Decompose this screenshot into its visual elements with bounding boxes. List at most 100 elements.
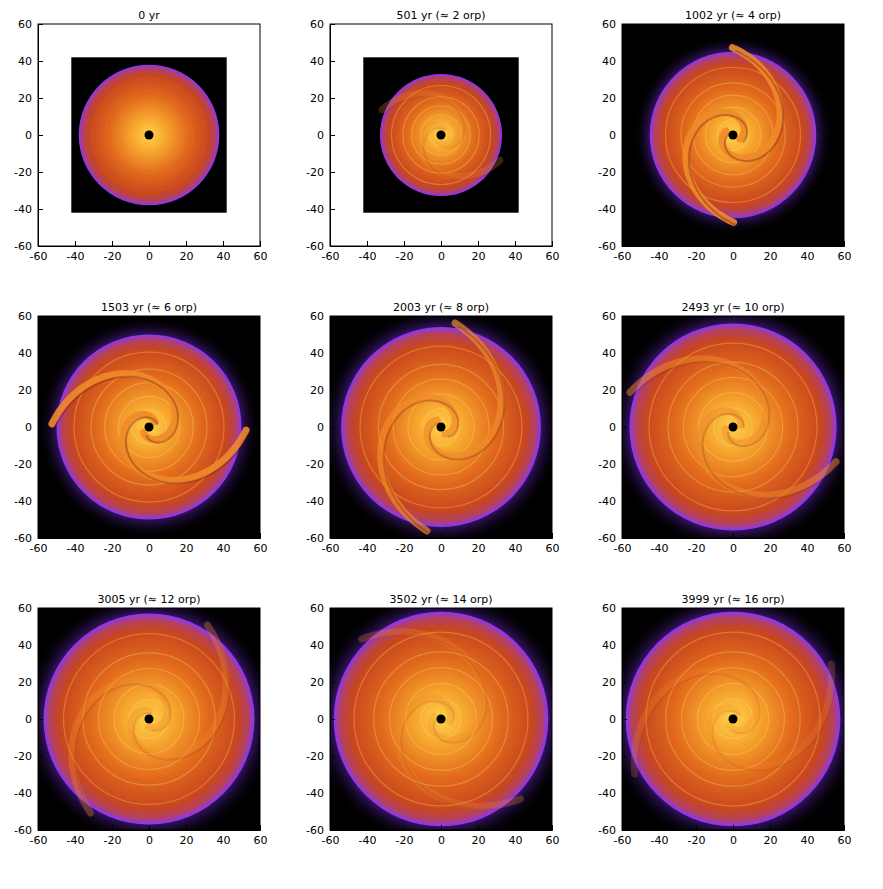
ring xyxy=(374,652,508,786)
tick-label: 60 xyxy=(838,250,852,263)
tick: -20 xyxy=(104,241,122,263)
ring xyxy=(105,383,194,472)
tick-label: 40 xyxy=(18,347,32,360)
y-axis: -60-40-200204060 xyxy=(14,310,43,545)
tick: -20 xyxy=(104,825,122,847)
tick-mark xyxy=(404,825,405,830)
tick: 60 xyxy=(546,241,560,263)
axis-line xyxy=(39,25,44,247)
ring xyxy=(646,632,820,806)
tick-label: -60 xyxy=(14,824,32,837)
tick: 0 xyxy=(609,421,627,434)
tick: 0 xyxy=(25,129,43,142)
tick-mark xyxy=(260,825,261,830)
disk xyxy=(57,335,242,520)
panel-title: 3502 yr (≈ 14 orp) xyxy=(389,593,492,606)
ring xyxy=(668,362,798,492)
tick-mark xyxy=(330,353,335,354)
tick-mark xyxy=(38,538,43,539)
spiral-gap xyxy=(725,51,783,161)
tick-mark xyxy=(441,241,442,246)
tick-mark xyxy=(38,316,43,317)
y-axis: -60-40-200204060 xyxy=(14,18,43,253)
panel: -60-40-200204060-60-40-2002040601002 yr … xyxy=(598,9,851,263)
tick-mark xyxy=(260,241,261,246)
panel-title: 2003 yr (≈ 8 orp) xyxy=(393,301,489,314)
tick-label: -20 xyxy=(104,250,122,263)
tick-label: -40 xyxy=(598,203,616,216)
tick: 60 xyxy=(18,18,43,31)
tick-label: -60 xyxy=(614,834,632,847)
panel: -60-40-200204060-60-40-2002040603502 yr … xyxy=(306,590,570,848)
spiral-gap xyxy=(365,635,487,743)
tick-label: 60 xyxy=(18,310,32,323)
density-map xyxy=(633,35,833,235)
tick-label: -40 xyxy=(306,495,324,508)
tick-label: -40 xyxy=(67,834,85,847)
tick-label: 40 xyxy=(602,347,616,360)
tick-label: 40 xyxy=(801,250,815,263)
tick: -60 xyxy=(306,240,335,253)
tick-mark xyxy=(38,135,43,136)
tick-mark xyxy=(622,316,627,317)
tick-label: 60 xyxy=(838,542,852,555)
ring xyxy=(682,668,785,771)
ring xyxy=(393,379,489,475)
panel: -60-40-200204060-60-40-2002040601503 yr … xyxy=(14,301,267,555)
tick: 20 xyxy=(602,676,627,689)
tick-mark xyxy=(260,533,261,538)
tick-label: 0 xyxy=(438,834,445,847)
tick-label: 20 xyxy=(764,250,778,263)
tick-mark xyxy=(696,533,697,538)
tick-label: 20 xyxy=(180,250,194,263)
tick: -20 xyxy=(688,241,706,263)
halo xyxy=(622,316,844,538)
spiral-gap xyxy=(689,115,747,225)
plot-area xyxy=(622,608,844,830)
panel: -60-40-200204060-60-40-2002040602003 yr … xyxy=(306,301,561,555)
tick: -20 xyxy=(396,241,414,263)
frame xyxy=(330,316,552,538)
tick-label: -60 xyxy=(598,532,616,545)
tick-mark xyxy=(622,61,627,62)
tick: -20 xyxy=(396,533,414,555)
tick-label: 20 xyxy=(472,542,486,555)
tick-mark xyxy=(149,825,150,830)
tick: -40 xyxy=(359,825,377,847)
tick-mark xyxy=(223,533,224,538)
tick-mark xyxy=(330,316,335,317)
tick: -20 xyxy=(14,750,43,763)
axis-line xyxy=(623,533,845,539)
tick-label: 40 xyxy=(18,639,32,652)
tick-label: 0 xyxy=(317,421,324,434)
tick-mark xyxy=(38,172,43,173)
figure: -60-40-200204060-60-40-2002040600 yr-60-… xyxy=(0,0,883,889)
tick-label: -60 xyxy=(614,250,632,263)
tick: 40 xyxy=(801,533,815,555)
tick: -40 xyxy=(67,533,85,555)
x-axis: -60-40-200204060 xyxy=(322,241,560,263)
halo xyxy=(633,35,833,235)
tick-label: 60 xyxy=(254,834,268,847)
tick: 20 xyxy=(180,825,194,847)
star xyxy=(729,715,738,724)
axis-line xyxy=(623,609,628,831)
image-background xyxy=(71,57,226,212)
tick-mark xyxy=(696,241,697,246)
spiral-gap xyxy=(401,701,523,809)
ring xyxy=(91,369,207,485)
y-axis: -60-40-200204060 xyxy=(598,310,627,545)
spiral-arm xyxy=(123,414,246,480)
tick-label: 40 xyxy=(310,347,324,360)
tick-mark xyxy=(659,241,660,246)
tick-mark xyxy=(38,830,43,831)
tick: -20 xyxy=(306,750,335,763)
spiral-arm xyxy=(709,664,831,767)
x-axis: -60-40-200204060 xyxy=(322,825,560,847)
tick: 0 xyxy=(146,825,153,847)
tick-mark xyxy=(330,246,335,247)
tick-mark xyxy=(807,825,808,830)
tick-label: 40 xyxy=(602,55,616,68)
tick-mark xyxy=(622,830,627,831)
tick-mark xyxy=(38,719,43,720)
